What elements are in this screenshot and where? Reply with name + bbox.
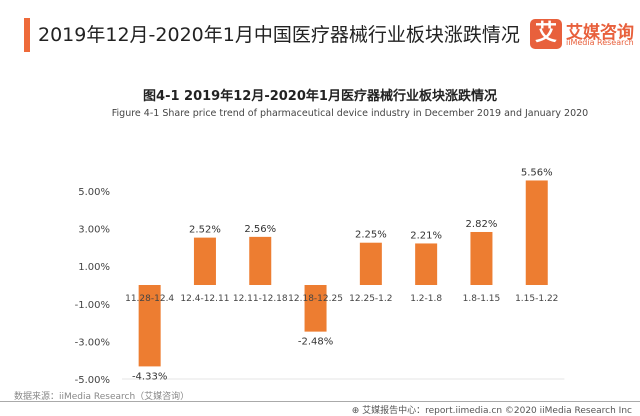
page-title: 2019年12月-2020年1月中国医疗器械行业板块涨跌情况 <box>38 24 520 46</box>
x-tick-label: 11.28-12.4 <box>125 294 174 304</box>
data-label: 2.52% <box>189 225 221 236</box>
data-label: 2.56% <box>244 224 276 235</box>
data-label: -4.33% <box>132 371 167 382</box>
footer-text: ⊕ 艾媒报告中心：report.iimedia.cn ©2020 iiMedia… <box>352 403 632 416</box>
globe-icon: ⊕ <box>351 406 363 416</box>
bar <box>359 242 382 285</box>
footer-divider <box>0 401 640 402</box>
x-tick-label: 1.8-1.15 <box>463 294 501 304</box>
x-tick-label: 12.18-12.25 <box>288 294 343 304</box>
data-label: -2.48% <box>298 337 333 348</box>
y-tick-label: 1.00% <box>78 262 110 273</box>
bar <box>193 237 216 285</box>
x-tick-label: 12.4-12.11 <box>180 294 229 304</box>
footer-copyright: 艾媒报告中心：report.iimedia.cn ©2020 iiMedia R… <box>362 406 632 416</box>
data-source: 数据来源：iiMedia Research（艾媒咨询） <box>14 392 190 402</box>
logo-mark: 艾 <box>530 19 562 49</box>
bar <box>138 285 161 367</box>
bar <box>249 236 272 285</box>
data-label: 2.82% <box>466 219 498 230</box>
x-tick-label: 1.15-1.22 <box>515 294 558 304</box>
title-accent-bar <box>24 18 30 52</box>
y-tick-label: -3.00% <box>75 337 110 348</box>
data-label: 2.25% <box>355 230 387 241</box>
y-tick-label: -5.00% <box>75 375 110 386</box>
chart-subtitle: Figure 4-1 Share price trend of pharmace… <box>111 108 589 119</box>
bar <box>304 285 327 332</box>
bar <box>470 231 493 285</box>
logo-subtext: iiMedia Research <box>566 38 634 47</box>
data-label: 2.21% <box>410 230 442 241</box>
y-tick-label: 3.00% <box>78 225 110 236</box>
logo-text: 艾媒咨询 <box>566 23 634 43</box>
bar <box>415 243 438 285</box>
bar <box>525 180 548 285</box>
x-tick-label: 1.2-1.8 <box>410 294 442 304</box>
y-tick-label: -1.00% <box>75 300 110 311</box>
data-label: 5.56% <box>521 167 553 178</box>
x-tick-label: 12.25-1.2 <box>349 294 392 304</box>
x-tick-label: 12.11-12.18 <box>233 294 288 304</box>
chart-title: 图4-1 2019年12月-2020年1月医疗器械行业板块涨跌情况 <box>143 89 497 104</box>
y-tick-label: 5.00% <box>78 187 110 198</box>
